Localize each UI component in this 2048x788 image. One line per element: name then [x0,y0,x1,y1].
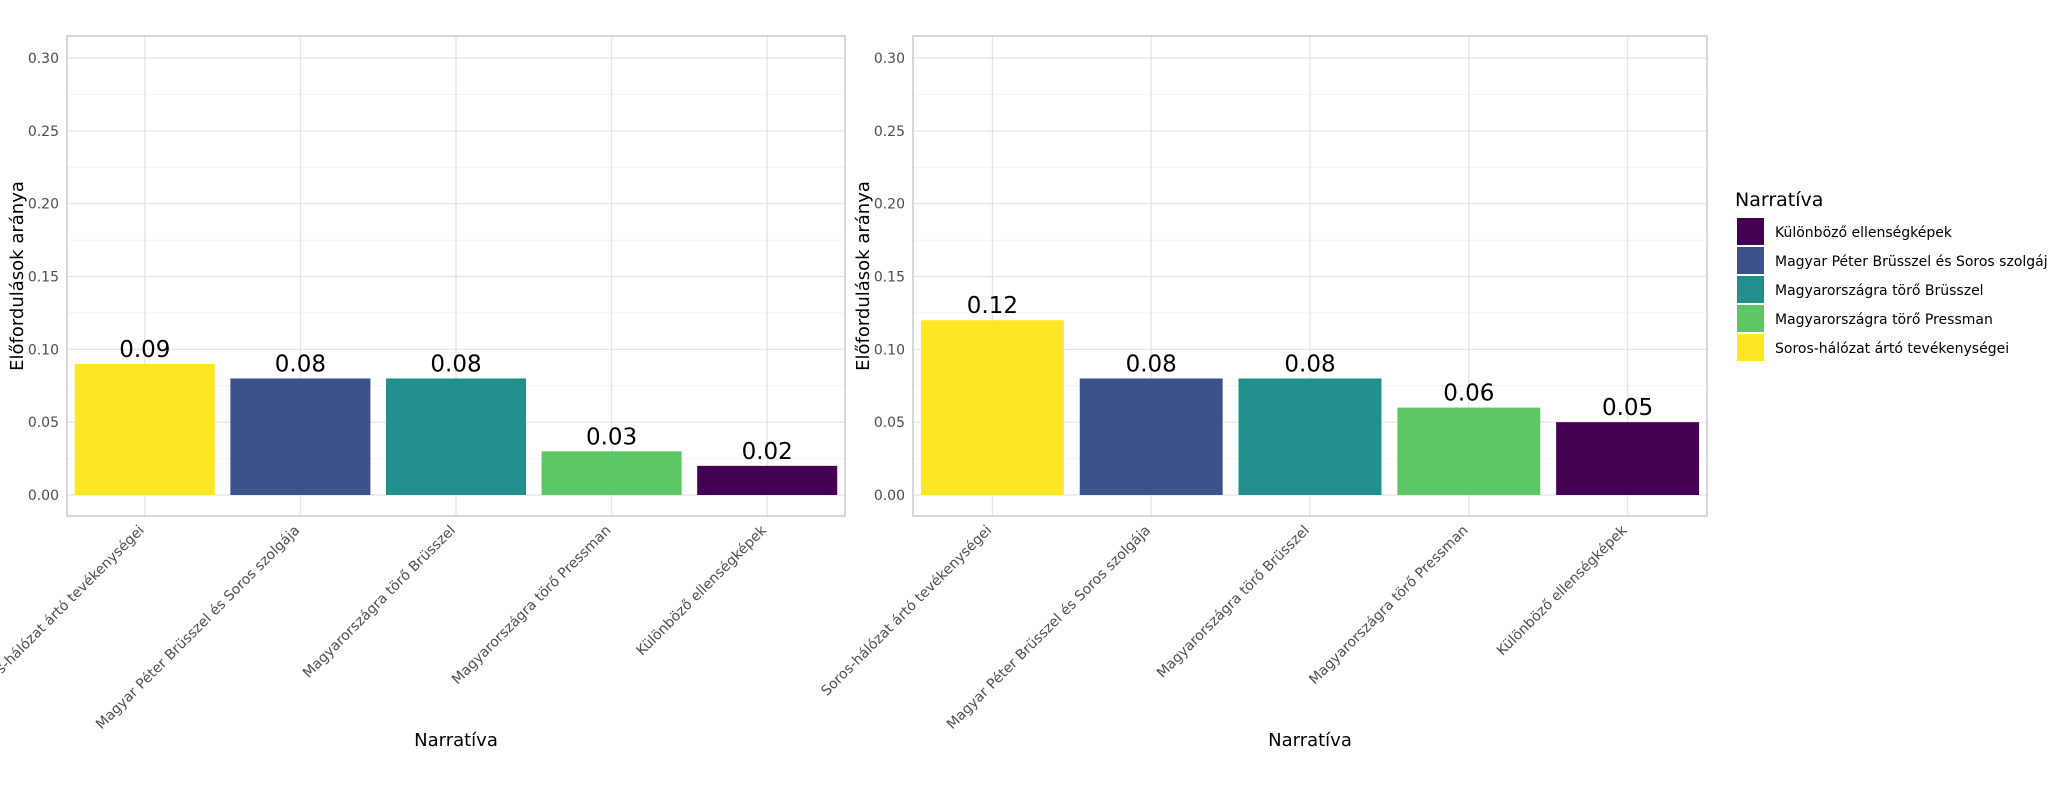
bar-value-label: 0.02 [742,439,793,465]
x-tick-label: Magyarországra törő Brüsszel [1154,523,1313,682]
legend-swatch [1737,305,1764,332]
bar [74,363,215,495]
legend-label: Magyarországra törő Pressman [1775,312,1993,328]
x-tick-label: Soros-hálózat ártó tevékenységei [0,523,148,700]
x-tick-label: Magyarországra törő Pressman [1306,523,1471,688]
x-tick-label: Magyar Péter Brüsszel és Soros szolgája [944,523,1154,733]
x-tick-label: Soros-hálózat ártó tevékenységei [818,523,995,700]
bar-value-label: 0.06 [1443,381,1494,407]
bar-value-label: 0.08 [430,351,481,377]
y-tick-label: 0.15 [28,270,59,286]
bar-value-label: 0.08 [275,351,326,377]
left-chart-panel: 0.00 0.05 0.10 0.15 0.20 0.25 0.30 0.09 Soros-há… [0,35,846,751]
x-axis-title: Narratíva [1268,730,1352,751]
bar-value-label: 0.03 [586,424,637,450]
y-tick-label: 0.10 [28,342,59,358]
legend-swatch [1737,247,1764,274]
y-tick-label: 0.20 [28,197,59,213]
y-tick-label: 0.30 [874,51,905,67]
y-tick-label: 0.10 [874,342,905,358]
x-axis-title: Narratíva [414,730,498,751]
bar [541,451,682,495]
legend-label: Magyar Péter Brüsszel és Soros szolgája [1775,254,2048,270]
bar [697,465,838,495]
y-tick-label: 0.20 [874,197,905,213]
bar-value-label: 0.12 [967,293,1018,319]
bar [1397,407,1541,495]
panel-border [912,35,1708,517]
legend-title: Narratíva [1735,189,1823,211]
y-tick-label: 0.25 [28,124,59,140]
y-tick-label: 0.00 [28,488,59,504]
x-tick-label: Magyarországra törő Pressman [449,523,614,688]
legend-label: Soros-hálózat ártó tevékenységei [1775,341,2009,357]
y-tick-label: 0.00 [874,488,905,504]
bar-value-label: 0.08 [1284,351,1335,377]
legend-label: Magyarországra törő Brüsszel [1775,283,1984,299]
y-tick-label: 0.15 [874,270,905,286]
bar-value-label: 0.05 [1602,395,1653,421]
bar-value-label: 0.08 [1126,351,1177,377]
y-axis-title: Előfordulások aránya [7,181,28,371]
right-chart-panel: 0.00 0.05 0.10 0.15 0.20 0.25 0.30 0.12 Soros-há… [818,35,1708,751]
legend-swatch [1737,276,1764,303]
legend: Narratíva Különböző ellenségképek Magyar … [1735,189,2048,361]
bar [385,378,527,495]
bar [920,320,1064,495]
bar-value-label: 0.09 [119,337,170,363]
y-tick-label: 0.30 [28,51,59,67]
bar [1556,422,1700,495]
y-tick-label: 0.05 [874,415,905,431]
x-tick-label: Különböző ellenségképek [634,522,771,659]
legend-swatch [1737,334,1764,361]
legend-label: Különböző ellenségképek [1775,225,1953,241]
bar [230,378,371,495]
legend-swatch [1737,218,1764,245]
y-tick-label: 0.05 [28,415,59,431]
y-tick-label: 0.25 [874,124,905,140]
panel-border [66,35,846,517]
bar [1079,378,1223,495]
bar [1238,378,1382,495]
x-tick-label: Magyarországra törő Brüsszel [300,523,459,682]
y-axis-title: Előfordulások aránya [853,181,874,371]
x-tick-label: Különböző ellenségképek [1494,522,1631,659]
